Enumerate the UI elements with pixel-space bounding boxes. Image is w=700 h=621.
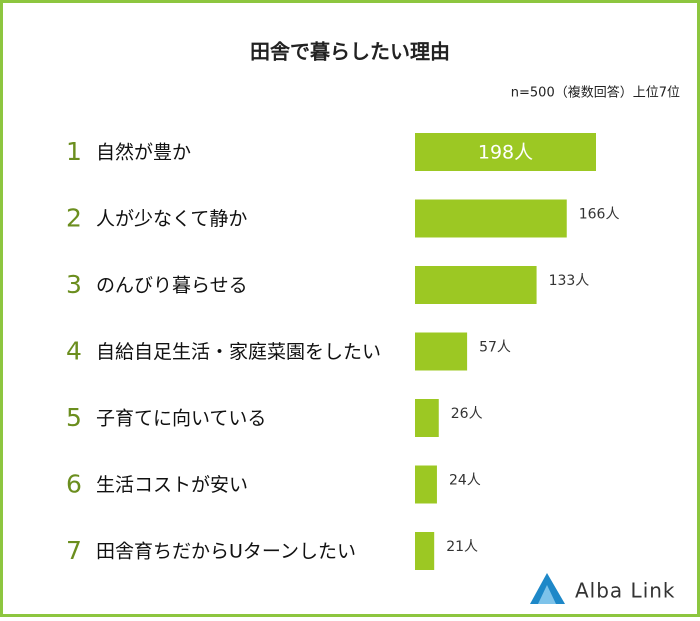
rank-label: 5 (66, 403, 82, 432)
rank-label: 3 (66, 270, 82, 299)
bar (415, 199, 567, 238)
bar (415, 532, 435, 570)
bar (415, 266, 537, 304)
rank-label: 1 (66, 137, 82, 166)
category-label: 子育てに向いている (96, 408, 266, 430)
value-label: 166人 (579, 207, 620, 223)
chart-title: 田舎で暮らしたい理由 (250, 40, 450, 64)
rank-label: 2 (66, 204, 82, 233)
bar (415, 465, 437, 504)
value-label: 26人 (451, 406, 483, 422)
logo-text: Alba Link (575, 579, 676, 603)
category-label: 生活コストが安い (96, 474, 248, 496)
value-label: 133人 (549, 273, 590, 289)
value-label: 198人 (478, 142, 533, 164)
value-label: 57人 (479, 340, 511, 356)
category-label: 自給自足生活・家庭菜園をしたい (96, 341, 381, 363)
subtitle: n=500（複数回答）上位7位 (511, 85, 680, 101)
value-label: 21人 (446, 539, 478, 555)
bar (415, 332, 468, 371)
rank-label: 4 (66, 337, 82, 366)
category-label: 人が少なくて静か (96, 208, 247, 230)
bar (415, 133, 596, 171)
logo-icon (538, 585, 556, 604)
rank-label: 6 (66, 470, 82, 499)
category-label: 自然が豊か (96, 142, 191, 164)
bar (415, 399, 439, 437)
logo: Alba Link (530, 573, 676, 604)
value-label: 24人 (449, 473, 481, 489)
rank-label: 7 (66, 536, 82, 565)
category-label: のんびり暮らせる (96, 275, 248, 297)
category-label: 田舎育ちだからUターンしたい (96, 541, 356, 563)
